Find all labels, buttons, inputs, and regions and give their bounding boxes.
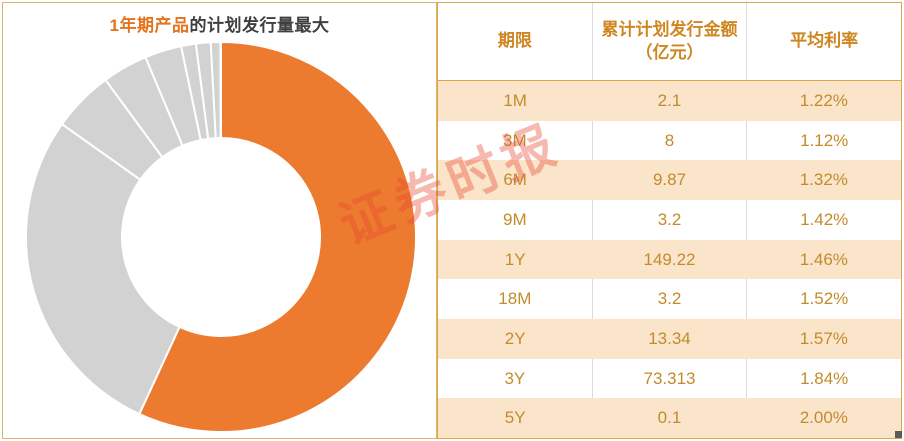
rate-cell[interactable]: 2.00% xyxy=(799,408,848,428)
chart-panel: 1年期产品的计划发行量最大 xyxy=(2,2,437,439)
amount-cell[interactable]: 9.87 xyxy=(652,170,687,190)
table-row: 1Y 149.22 1.46% xyxy=(438,239,901,280)
term-cell[interactable]: 18M xyxy=(498,289,532,309)
term-cell[interactable]: 6M xyxy=(503,170,527,190)
table-row: 9M 3.2 1.42% xyxy=(438,200,901,240)
rate-cell[interactable]: 1.52% xyxy=(746,279,901,320)
selection-handle[interactable] xyxy=(895,431,902,438)
amount-cell[interactable]: 13.34 xyxy=(648,328,691,348)
term-cell[interactable]: 9M xyxy=(503,209,527,229)
amount-cell[interactable]: 149.22 xyxy=(643,249,696,269)
amount-cell[interactable]: 73.313 xyxy=(591,358,747,399)
rate-cell[interactable]: 1.32% xyxy=(799,170,848,190)
chart-title-highlight: 1年期产品 xyxy=(109,16,190,35)
amount-cell[interactable]: 8 xyxy=(591,120,747,161)
table-header-row: 期限 累计计划发行金额 （亿元） 平均利率 xyxy=(438,3,901,81)
term-cell[interactable]: 2Y xyxy=(504,328,526,348)
table-row: 6M 9.87 1.32% xyxy=(438,160,901,201)
rate-cell[interactable]: 1.46% xyxy=(799,249,848,269)
amount-cell[interactable]: 0.1 xyxy=(657,408,682,428)
chart-title: 1年期产品的计划发行量最大 xyxy=(3,11,436,36)
header-term[interactable]: 期限 xyxy=(497,31,532,51)
table-row: 2Y 13.34 1.57% xyxy=(438,319,901,359)
rates-table: 期限 累计计划发行金额 （亿元） 平均利率 1M 2.1 1.22% 3M 8 1.12%… xyxy=(437,2,902,439)
table-row: 3M 8 1.12% xyxy=(438,120,901,161)
rate-cell[interactable]: 1.22% xyxy=(799,90,848,110)
term-cell[interactable]: 3M xyxy=(503,130,527,150)
rate-cell[interactable]: 1.42% xyxy=(746,200,901,240)
amount-cell[interactable]: 3.2 xyxy=(591,279,747,320)
header-rate[interactable]: 平均利率 xyxy=(746,3,901,80)
table-row: 18M 3.2 1.52% xyxy=(438,279,901,320)
table-row: 5Y 0.1 2.00% xyxy=(438,398,901,439)
term-cell[interactable]: 1M xyxy=(503,90,527,110)
amount-cell[interactable]: 3.2 xyxy=(591,200,747,240)
term-cell[interactable]: 1Y xyxy=(504,249,526,269)
rate-cell[interactable]: 1.12% xyxy=(746,120,901,161)
table-row: 3Y 73.313 1.84% xyxy=(438,358,901,399)
donut-slice-3Y[interactable] xyxy=(25,122,181,416)
term-cell[interactable]: 5Y xyxy=(504,408,526,428)
donut-slice-1Y[interactable] xyxy=(137,40,417,433)
rate-cell[interactable]: 1.57% xyxy=(799,328,848,348)
table-body: 1M 2.1 1.22% 3M 8 1.12% 6M 9.87 1.32% 9M 3.2 1.42% 1… xyxy=(438,81,901,439)
header-amount[interactable]: 累计计划发行金额 （亿元） xyxy=(591,3,747,80)
table-row: 1M 2.1 1.22% xyxy=(438,81,901,121)
donut-chart xyxy=(25,40,417,433)
term-cell[interactable]: 3Y xyxy=(504,368,526,388)
rate-cell[interactable]: 1.84% xyxy=(746,358,901,399)
amount-cell[interactable]: 2.1 xyxy=(657,90,682,110)
chart-title-rest: 的计划发行量最大 xyxy=(189,16,330,35)
